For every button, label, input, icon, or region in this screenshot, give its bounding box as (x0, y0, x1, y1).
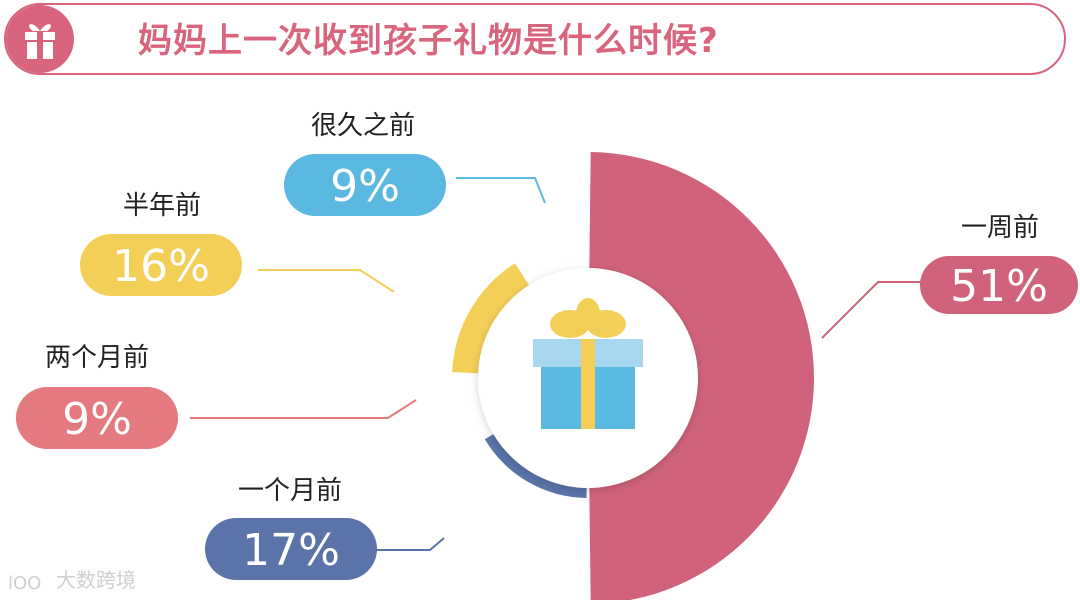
data-label-3: 9% (62, 394, 132, 445)
watermark-text: 大数跨境 (56, 568, 136, 592)
category-label-2: 一个月前 (238, 476, 342, 506)
page-title: 妈妈上一次收到孩子礼物是什么时候? (138, 21, 719, 61)
percent-pill-5 (284, 154, 446, 216)
percent-pill-4 (80, 234, 242, 296)
leader-line-5 (456, 177, 546, 204)
leader-line-1 (821, 281, 924, 339)
watermark: lOO 大数跨境 (8, 566, 136, 594)
donut-slice-4 (452, 263, 532, 374)
percent-pill-3 (16, 387, 178, 449)
gift-icon (6, 5, 74, 73)
category-label-4: 半年前 (123, 191, 201, 221)
data-label-5: 9% (330, 161, 400, 212)
category-label-1: 一周前 (961, 213, 1039, 243)
title-gift-badge (6, 5, 78, 77)
data-label-1: 51% (950, 261, 1048, 312)
leader-line-2 (372, 537, 445, 551)
category-label-5: 很久之前 (311, 111, 415, 141)
gift-box-icon (533, 298, 643, 429)
svg-text:lOO: lOO (8, 573, 41, 594)
donut-slice-1 (589, 152, 814, 600)
data-label-4: 16% (112, 241, 210, 292)
title-bar: 妈妈上一次收到孩子礼物是什么时候? (4, 3, 1066, 75)
percent-pill-2 (205, 518, 377, 580)
leader-line-4 (258, 269, 395, 293)
category-label-3: 两个月前 (45, 343, 149, 373)
logo-icon: lOO (8, 573, 41, 594)
percent-pill-1 (920, 256, 1078, 314)
leader-line-3 (190, 399, 417, 419)
data-label-2: 17% (242, 525, 340, 576)
